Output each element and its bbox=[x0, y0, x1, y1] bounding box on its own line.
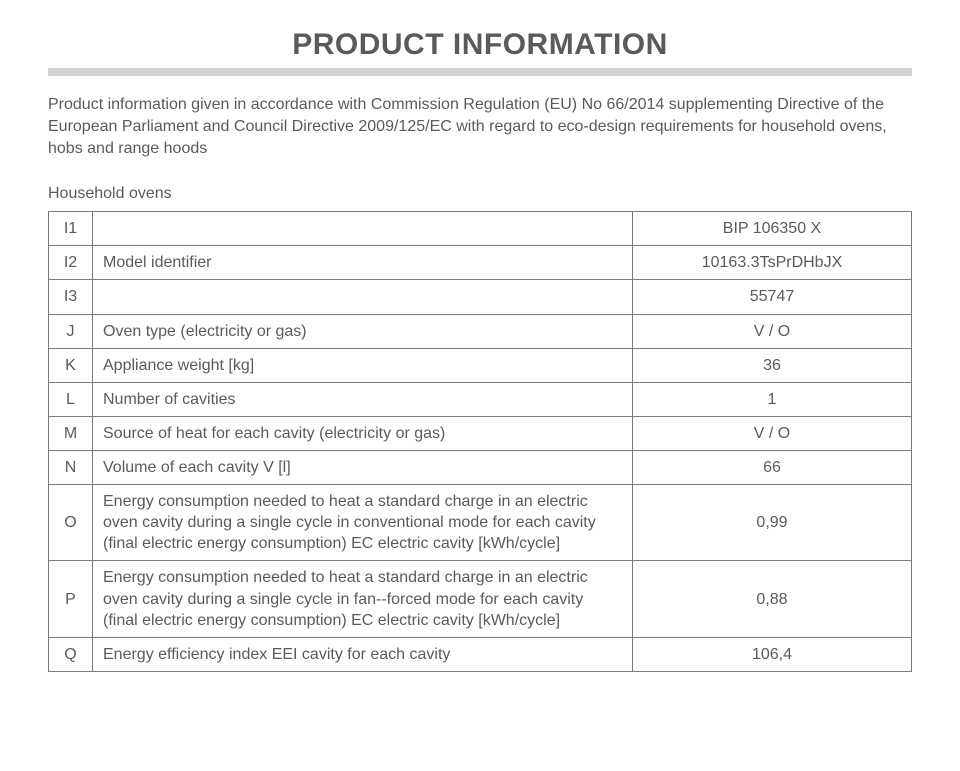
row-key: I2 bbox=[49, 246, 93, 280]
row-desc: Number of cavities bbox=[93, 382, 633, 416]
page: PRODUCT INFORMATION Product information … bbox=[0, 0, 960, 692]
row-val: 106,4 bbox=[633, 637, 912, 671]
row-key: I3 bbox=[49, 280, 93, 314]
row-key: K bbox=[49, 348, 93, 382]
table-row: J Oven type (electricity or gas) V / O bbox=[49, 314, 912, 348]
row-val: V / O bbox=[633, 416, 912, 450]
table-row: P Energy consumption needed to heat a st… bbox=[49, 561, 912, 637]
row-desc bbox=[93, 212, 633, 246]
row-val: 1 bbox=[633, 382, 912, 416]
row-val: 10163.3TsPrDHbJX bbox=[633, 246, 912, 280]
table-row: I3 55747 bbox=[49, 280, 912, 314]
row-val: 0,88 bbox=[633, 561, 912, 637]
table-row: M Source of heat for each cavity (electr… bbox=[49, 416, 912, 450]
row-val: 0,99 bbox=[633, 485, 912, 561]
row-val: V / O bbox=[633, 314, 912, 348]
spec-table-body: I1 BIP 106350 X I2 Model identifier 1016… bbox=[49, 212, 912, 672]
row-desc: Source of heat for each cavity (electric… bbox=[93, 416, 633, 450]
row-key: L bbox=[49, 382, 93, 416]
page-title: PRODUCT INFORMATION bbox=[48, 28, 912, 62]
row-desc: Model identifier bbox=[93, 246, 633, 280]
intro-paragraph: Product information given in accordance … bbox=[48, 94, 912, 159]
row-key: N bbox=[49, 451, 93, 485]
spec-table: I1 BIP 106350 X I2 Model identifier 1016… bbox=[48, 211, 912, 672]
table-row: Q Energy efficiency index EEI cavity for… bbox=[49, 637, 912, 671]
row-val: 36 bbox=[633, 348, 912, 382]
table-row: K Appliance weight [kg] 36 bbox=[49, 348, 912, 382]
table-row: I2 Model identifier 10163.3TsPrDHbJX bbox=[49, 246, 912, 280]
row-desc: Energy consumption needed to heat a stan… bbox=[93, 485, 633, 561]
row-key: P bbox=[49, 561, 93, 637]
row-key: O bbox=[49, 485, 93, 561]
row-val: 55747 bbox=[633, 280, 912, 314]
table-row: I1 BIP 106350 X bbox=[49, 212, 912, 246]
row-val: 66 bbox=[633, 451, 912, 485]
table-row: N Volume of each cavity V [l] 66 bbox=[49, 451, 912, 485]
row-desc: Energy efficiency index EEI cavity for e… bbox=[93, 637, 633, 671]
row-val: BIP 106350 X bbox=[633, 212, 912, 246]
table-row: L Number of cavities 1 bbox=[49, 382, 912, 416]
row-key: J bbox=[49, 314, 93, 348]
row-key: I1 bbox=[49, 212, 93, 246]
row-desc: Energy consumption needed to heat a stan… bbox=[93, 561, 633, 637]
row-desc bbox=[93, 280, 633, 314]
row-desc: Volume of each cavity V [l] bbox=[93, 451, 633, 485]
row-desc: Appliance weight [kg] bbox=[93, 348, 633, 382]
row-desc: Oven type (electricity or gas) bbox=[93, 314, 633, 348]
subheading: Household ovens bbox=[48, 185, 912, 203]
row-key: M bbox=[49, 416, 93, 450]
row-key: Q bbox=[49, 637, 93, 671]
table-row: O Energy consumption needed to heat a st… bbox=[49, 485, 912, 561]
title-rule bbox=[48, 68, 912, 76]
